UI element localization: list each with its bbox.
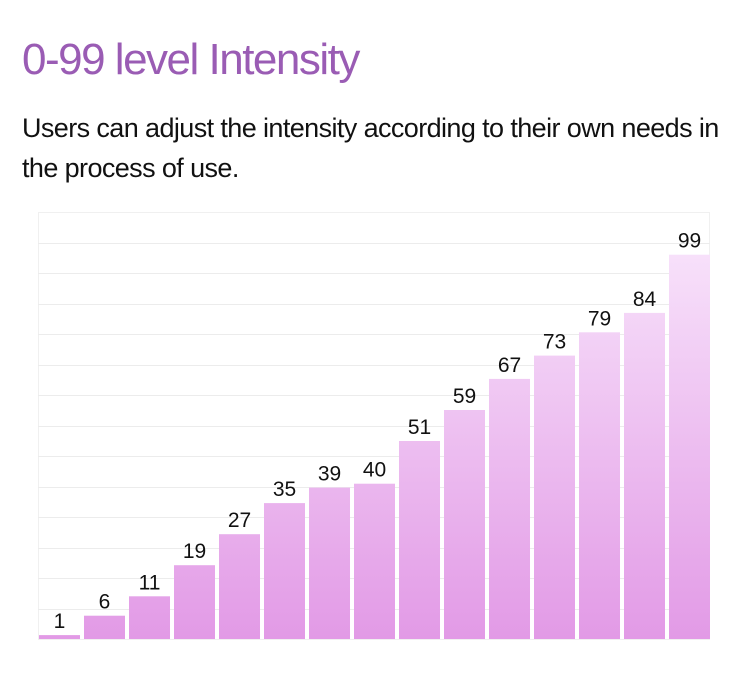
page-title: 0-99 level Intensity xyxy=(22,35,360,84)
bar xyxy=(219,534,260,639)
bar-value-label: 35 xyxy=(273,478,296,501)
page-subtitle: Users can adjust the intensity according… xyxy=(22,113,719,183)
bar-value-label: 19 xyxy=(183,540,206,563)
bar xyxy=(129,596,170,639)
bar-value-label: 59 xyxy=(453,385,476,408)
bar-value-label: 1 xyxy=(54,610,66,633)
bar xyxy=(534,355,575,639)
bar xyxy=(84,615,125,639)
bar xyxy=(399,441,440,639)
bar-value-label: 40 xyxy=(363,459,386,482)
bar-value-label: 51 xyxy=(408,416,431,439)
bar-value-label: 84 xyxy=(633,288,657,311)
bar xyxy=(624,312,665,639)
bar xyxy=(489,378,530,639)
bar xyxy=(579,332,620,639)
bar-value-label: 39 xyxy=(318,463,341,486)
bar xyxy=(174,565,215,639)
bar xyxy=(444,410,485,639)
bar xyxy=(39,635,80,639)
bar xyxy=(354,483,395,639)
bar-value-label: 6 xyxy=(99,591,111,614)
bar-value-label: 11 xyxy=(139,571,161,594)
bar-value-label: 67 xyxy=(498,354,521,377)
bar-value-label: 79 xyxy=(588,307,611,330)
bar-value-label: 73 xyxy=(543,331,566,354)
bar xyxy=(264,503,305,639)
bar-value-label: 99 xyxy=(678,230,701,253)
bar xyxy=(669,254,710,639)
bar xyxy=(309,487,350,639)
bar-value-label: 27 xyxy=(228,509,251,532)
